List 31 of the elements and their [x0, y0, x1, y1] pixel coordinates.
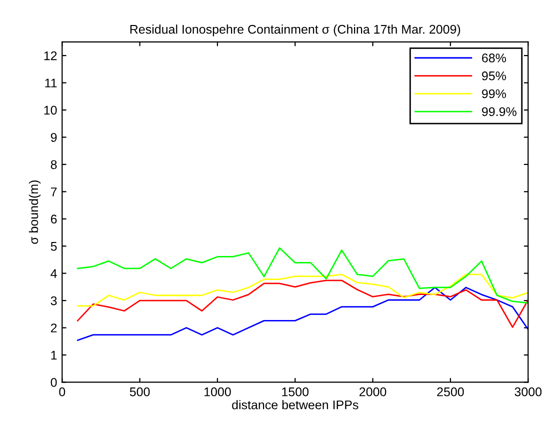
line-series — [76, 280, 528, 328]
x-tick-label: 2500 — [437, 387, 464, 396]
y-tick-label: 8 — [50, 160, 57, 170]
x-tick-label: 500 — [130, 387, 150, 396]
legend-label: 99.9% — [482, 107, 516, 116]
line-series — [76, 286, 528, 341]
y-tick-label: 1 — [51, 350, 57, 360]
y-tick-label: 12 — [44, 51, 57, 60]
y-tick-label: 4 — [50, 269, 57, 278]
y-tick-label: 0 — [50, 378, 57, 387]
y-tick-label: 11 — [45, 78, 57, 88]
y-tick-label: 3 — [50, 296, 57, 306]
chart-title: Residual Ionospehre Containment σ (China 17th Mar. 2009) — [130, 24, 460, 36]
x-tick-label: 3000 — [514, 387, 542, 396]
y-tick-label: 6 — [50, 214, 57, 224]
y-tick-label: 2 — [50, 324, 57, 332]
x-tick-label: 1500 — [282, 387, 309, 396]
legend-label: 68% — [482, 54, 506, 62]
y-tick-label: 7 — [50, 188, 57, 196]
legend-label: 95% — [482, 71, 506, 80]
y-tick-label: 5 — [50, 242, 57, 251]
y-tick-label: 10 — [44, 106, 57, 115]
y-axis-title: σ bound(m) — [28, 180, 41, 244]
y-tick-label: 9 — [50, 133, 57, 142]
x-tick-label: 0 — [59, 387, 66, 396]
x-tick-label: 2000 — [360, 387, 386, 396]
legend-label: 99% — [482, 89, 506, 98]
x-tick-label: 1000 — [204, 387, 231, 396]
line-series — [76, 247, 528, 304]
line-series — [76, 274, 528, 307]
x-axis-title: distance between IPPs — [232, 400, 358, 410]
